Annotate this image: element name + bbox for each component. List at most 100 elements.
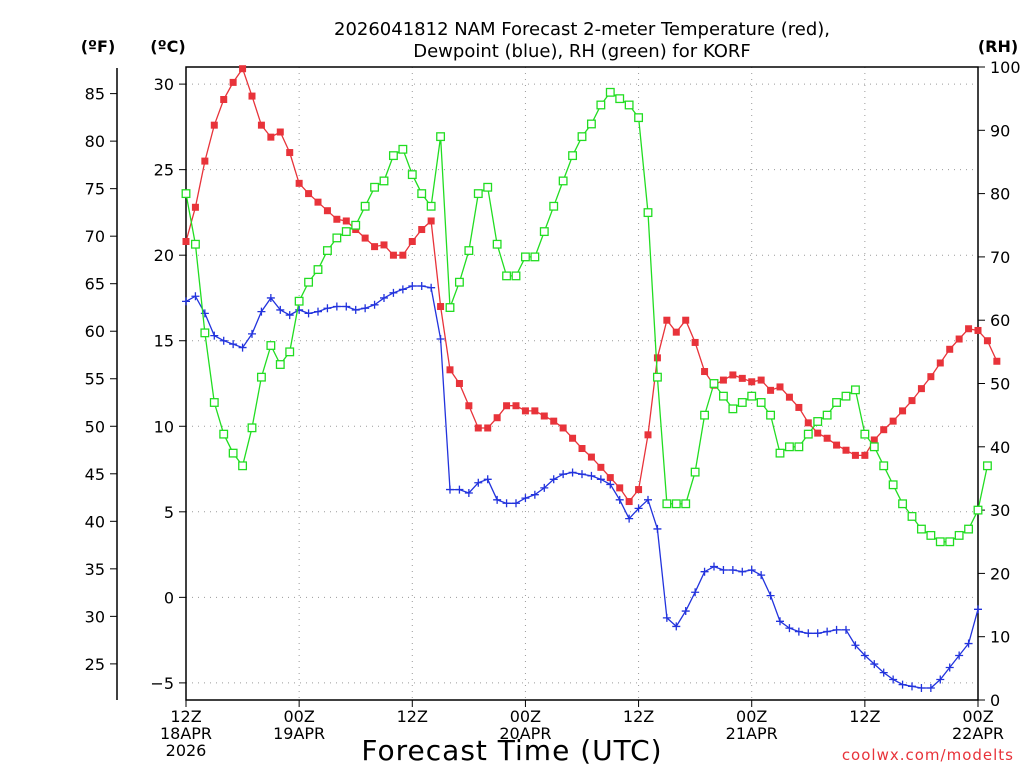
dewpoint-point xyxy=(728,565,737,574)
temperature-point xyxy=(606,474,614,482)
temperature-point xyxy=(371,243,379,251)
x-tick-label: 12Z xyxy=(849,707,880,726)
temperature-point xyxy=(663,316,671,324)
temperature-point xyxy=(578,445,586,453)
rh-point xyxy=(907,511,917,521)
rh-point xyxy=(709,379,719,388)
temperature-point xyxy=(946,345,954,353)
dewpoint-point xyxy=(908,682,916,691)
dewpoint-point xyxy=(794,627,803,636)
rh-point xyxy=(954,530,964,540)
temperature-point xyxy=(936,359,944,367)
fahrenheit-tick-label: 75 xyxy=(85,180,105,199)
rh-axis-label: (RH) xyxy=(978,37,1018,56)
rh-tick-label: 0 xyxy=(990,691,1000,710)
rh-point xyxy=(888,480,898,490)
temperature-point xyxy=(908,397,916,405)
rh-point xyxy=(473,189,483,199)
dewpoint-series xyxy=(182,281,982,693)
fahrenheit-tick-label: 85 xyxy=(85,85,105,104)
celsius-tick-label: 15 xyxy=(154,332,174,351)
temperature-point xyxy=(833,441,841,449)
temperature-point xyxy=(389,251,397,259)
dewpoint-point xyxy=(464,488,473,497)
temperature-point xyxy=(823,434,831,442)
rh-point xyxy=(322,246,332,256)
dewpoint-point xyxy=(540,483,549,492)
rh-point xyxy=(605,87,615,97)
temperature-point xyxy=(493,414,501,422)
temperature-point xyxy=(427,217,435,225)
rh-point xyxy=(690,467,700,477)
rh-point xyxy=(860,429,870,439)
dewpoint-point xyxy=(483,475,492,484)
rh-point xyxy=(511,271,521,281)
temperature-point xyxy=(757,376,765,384)
dewpoint-point xyxy=(408,281,417,290)
rh-tick-label: 60 xyxy=(990,311,1010,330)
temperature-point xyxy=(342,217,350,225)
rh-point xyxy=(784,442,794,452)
temperature-point xyxy=(295,179,303,187)
dewpoint-point xyxy=(276,305,285,314)
dewpoint-point xyxy=(785,624,794,633)
dewpoint-point xyxy=(417,281,426,290)
dewpoint-point xyxy=(361,304,370,313)
temperature-point xyxy=(455,380,463,387)
rh-point xyxy=(747,391,757,401)
temperature-point xyxy=(550,417,558,425)
dewpoint-point xyxy=(710,562,718,571)
fahrenheit-tick-label: 35 xyxy=(85,560,105,579)
fahrenheit-tick-label: 50 xyxy=(85,417,105,436)
dewpoint-point xyxy=(644,495,652,504)
dewpoint-point xyxy=(474,478,483,487)
x-tick-label: 20APR xyxy=(499,724,551,743)
dewpoint-point xyxy=(182,297,190,306)
rh-point xyxy=(530,252,540,262)
rh-point xyxy=(351,220,361,230)
dewpoint-point xyxy=(917,684,926,693)
rh-point xyxy=(454,277,464,287)
fahrenheit-axis-label: (ºF) xyxy=(81,37,116,56)
rh-point xyxy=(898,499,908,509)
rh-point xyxy=(822,410,832,420)
rh-point xyxy=(407,170,417,180)
celsius-tick-label: 30 xyxy=(154,75,174,94)
rh-point xyxy=(313,265,323,275)
celsius-tick-label: 5 xyxy=(164,503,174,522)
rh-tick-label: 20 xyxy=(990,564,1010,583)
rh-point xyxy=(209,398,219,407)
rh-point xyxy=(436,132,446,142)
rh-tick-label: 30 xyxy=(990,501,1010,520)
dewpoint-point xyxy=(823,627,832,636)
fahrenheit-tick-label: 45 xyxy=(85,465,105,484)
fahrenheit-tick-label: 70 xyxy=(85,227,105,246)
rh-point xyxy=(728,404,738,414)
fahrenheit-tick-label: 55 xyxy=(85,370,105,389)
rh-point xyxy=(737,398,747,407)
rh-tick-label: 50 xyxy=(990,375,1010,394)
dewpoint-point xyxy=(493,495,502,504)
rh-point xyxy=(549,201,559,211)
rh-point xyxy=(360,201,370,211)
temperature-point xyxy=(889,417,897,425)
rh-point xyxy=(803,429,813,439)
temperature-point xyxy=(767,386,775,394)
rh-tick-label: 10 xyxy=(990,628,1010,647)
temperature-point xyxy=(974,326,982,334)
dewpoint-point xyxy=(596,475,605,484)
temperature-point xyxy=(503,402,511,410)
fahrenheit-tick-label: 30 xyxy=(85,607,105,626)
dewpoint-point xyxy=(587,471,596,480)
dewpoint-point xyxy=(342,302,351,311)
temperature-point xyxy=(257,121,265,129)
rh-point xyxy=(247,423,257,433)
credit-text: coolwx.com/modelts xyxy=(842,746,1014,764)
chart-series xyxy=(181,65,1001,693)
dewpoint-point xyxy=(653,524,662,533)
dewpoint-point xyxy=(578,470,586,479)
dewpoint-point xyxy=(446,485,454,494)
dewpoint-point xyxy=(248,329,256,338)
rh-point xyxy=(916,524,926,534)
temperature-point xyxy=(361,234,369,242)
